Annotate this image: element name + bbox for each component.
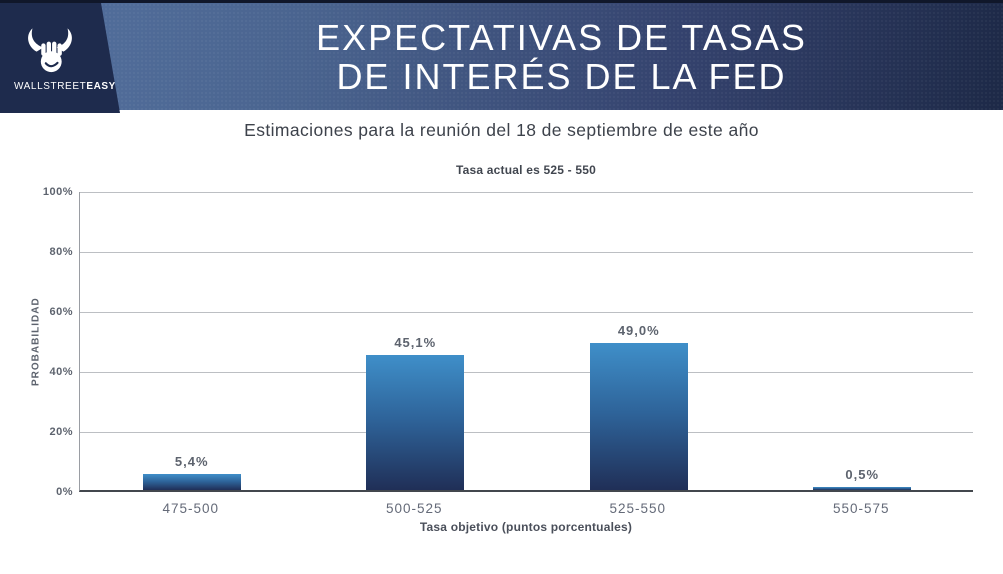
x-tick-label: 525-550 (609, 501, 667, 516)
brand-bold: EASY (86, 81, 116, 92)
x-axis-title: Tasa objetivo (puntos porcentuales) (419, 520, 633, 534)
header-banner: EXPECTATIVAS DE TASAS DE INTERÉS DE LA F… (0, 0, 1003, 113)
bar-value-label: 0,5% (845, 467, 880, 482)
x-tick-label: 500-525 (385, 501, 443, 516)
bar-slot: 49,0% (577, 323, 701, 490)
y-tick-label: 80% (49, 246, 73, 258)
bar (142, 473, 241, 490)
chart-title: Tasa actual es 525 - 550 (456, 163, 596, 177)
y-tick-label: 60% (49, 306, 73, 318)
brand-light: WALLSTREET (14, 81, 87, 92)
x-axis-tick-labels: 475-500 500-525 525-550 550-575 (79, 501, 973, 517)
y-axis-tick-labels: 100% 80% 60% 40% 20% 0% (0, 186, 73, 498)
x-tick-label: 550-575 (832, 501, 890, 516)
y-tick-label: 40% (49, 366, 73, 378)
y-tick-label: 100% (42, 186, 73, 198)
bar (589, 343, 688, 490)
bar-slot: 0,5% (800, 467, 924, 490)
page-title-line1: EXPECTATIVAS DE TASAS (316, 16, 807, 58)
bar-value-label: 5,4% (174, 453, 209, 469)
page-title-line2: DE INTERÉS DE LA FED (336, 55, 787, 97)
bar-slot: 5,4% (130, 454, 254, 490)
y-tick-label: 0% (56, 486, 73, 498)
y-tick-label: 20% (49, 426, 73, 438)
subtitle: Estimaciones para la reunión del 18 de s… (244, 120, 759, 140)
brand-wordmark: WALLSTREETEASY (14, 81, 116, 92)
x-tick-label: 475-500 (162, 501, 220, 516)
bull-logo-icon (28, 28, 72, 73)
plot-area: 5,4% 45,1% 49,0% 0,5% (79, 192, 973, 492)
page-title: EXPECTATIVAS DE TASAS DE INTERÉS DE LA F… (120, 3, 1003, 110)
bar-slot: 45,1% (353, 335, 477, 490)
bar-value-label: 49,0% (617, 323, 660, 338)
bar-value-label: 45,1% (394, 334, 437, 350)
logo-panel: WALLSTREETEASY (0, 3, 120, 113)
bar (366, 354, 465, 490)
bar (813, 487, 912, 490)
